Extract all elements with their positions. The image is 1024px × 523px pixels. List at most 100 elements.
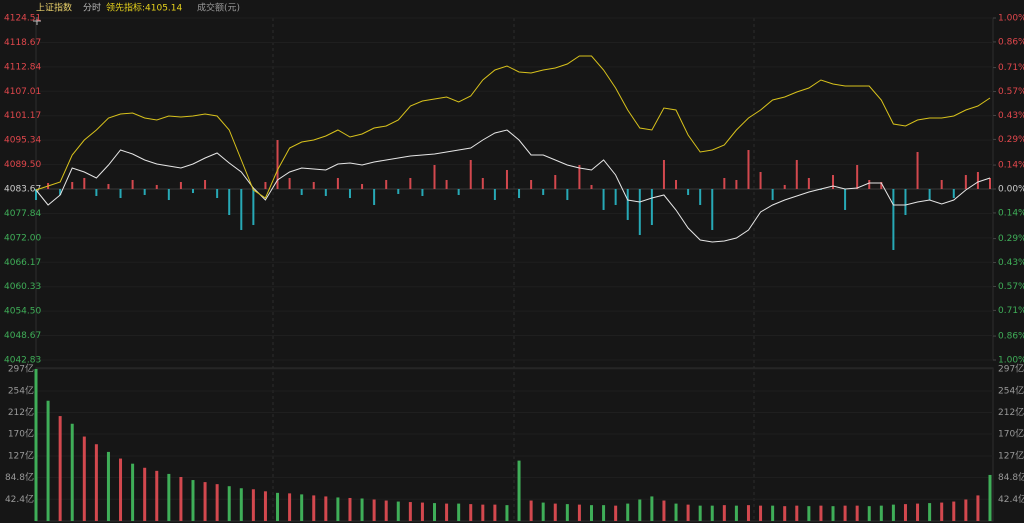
volume-bar [70, 423, 74, 521]
volume-bar [686, 504, 690, 521]
diff-bar [385, 179, 388, 189]
y2-tick-label: 1.00% [998, 14, 1024, 24]
y2-tick-label: 42.4亿 [998, 493, 1024, 505]
volume-bar [324, 496, 328, 521]
volume-bar [155, 470, 159, 521]
volume-bar [589, 505, 593, 521]
y-tick-label: 4060.33 [4, 282, 41, 292]
diff-bar [687, 189, 690, 195]
volume-bar [759, 505, 763, 521]
diff-bar [940, 179, 943, 189]
volume-bar [94, 444, 98, 521]
y2-tick-label: 0.86% [998, 37, 1024, 47]
y-tick-label: 4077.84 [4, 209, 41, 219]
diff-bar [312, 182, 315, 189]
volume-bar [710, 505, 714, 521]
diff-bar [276, 140, 279, 189]
volume-bar [505, 505, 509, 521]
diff-bar [421, 189, 424, 196]
volume-bar [964, 499, 968, 521]
volume-title: 成交额(元) [197, 2, 240, 14]
y2-tick-label: 0.29% [998, 135, 1024, 145]
diff-bar [711, 189, 714, 230]
indicator-label: 领先指标:4105.14 [106, 2, 183, 14]
diff-bar [288, 177, 291, 189]
volume-bar [360, 498, 364, 521]
volume-bar [891, 504, 895, 521]
volume-bar [396, 501, 400, 521]
volume-bar [408, 502, 412, 521]
volume-bar [46, 400, 50, 521]
diff-bar [638, 189, 641, 236]
y2-tick-label: 0.00% [998, 185, 1024, 195]
volume-bar [674, 503, 678, 521]
diff-bar [844, 189, 847, 210]
volume-bar [312, 495, 316, 521]
index-title: 上证指数 [36, 2, 72, 14]
y2-tick-label: 0.43% [998, 111, 1024, 121]
diff-bar [602, 189, 605, 210]
volume-bar [167, 473, 171, 521]
diff-bar [747, 150, 750, 189]
diff-bar [59, 189, 62, 195]
volume-bar [626, 503, 630, 521]
y-tick-label: 4066.17 [4, 258, 41, 268]
y2-tick-label: 0.14% [998, 161, 1024, 171]
volume-bar [215, 484, 219, 521]
diff-bar [457, 189, 460, 195]
diff-bar [723, 177, 726, 189]
diff-bar [626, 189, 629, 220]
y-tick-label: 127亿 [8, 450, 34, 462]
diff-bar [566, 189, 569, 201]
volume-bar [565, 504, 569, 521]
volume-bar [976, 495, 980, 521]
y2-tick-label: 0.71% [998, 306, 1024, 316]
diff-bar [554, 175, 557, 189]
y2-tick-label: 0.86% [998, 332, 1024, 342]
volume-bar [577, 504, 581, 521]
volume-bar [263, 491, 267, 521]
y2-tick-label: 0.43% [998, 258, 1024, 268]
y2-tick-label: 1.00% [998, 356, 1024, 366]
volume-bar [614, 505, 618, 521]
diff-bar [856, 165, 859, 189]
volume-bar [952, 501, 956, 521]
volume-bar [807, 506, 811, 521]
volume-bar [445, 503, 449, 521]
y2-tick-label: 127亿 [998, 450, 1024, 462]
y2-tick-label: 0.29% [998, 234, 1024, 244]
volume-bar [541, 502, 545, 521]
volume-bar [58, 416, 62, 521]
volume-bar [288, 493, 292, 521]
volume-bar [251, 489, 255, 521]
diff-bar [614, 189, 617, 205]
volume-bar [191, 480, 195, 521]
diff-bar [35, 189, 37, 201]
y-tick-label: 297亿 [8, 363, 34, 375]
diff-bar [119, 189, 122, 199]
y-tick-label: 170亿 [8, 427, 34, 439]
volume-bar [940, 502, 944, 521]
diff-bar [373, 189, 376, 205]
volume-bar [855, 505, 859, 521]
diff-bar [759, 172, 762, 189]
diff-bar [191, 189, 194, 194]
volume-bar [638, 499, 642, 521]
volume-bar [481, 504, 485, 521]
diff-bar [409, 177, 412, 189]
diff-bar [518, 189, 521, 199]
y-tick-label: 4048.67 [4, 331, 41, 341]
diff-bar [204, 179, 207, 189]
diff-bar [264, 182, 267, 189]
volume-bar [903, 504, 907, 521]
volume-bar [783, 506, 787, 521]
y2-tick-label: 84.8亿 [998, 471, 1024, 483]
volume-bar [179, 476, 183, 521]
volume-bar [746, 505, 750, 521]
volume-bar [698, 505, 702, 521]
y-tick-label: 4101.17 [4, 111, 41, 121]
volume-bar [916, 503, 920, 521]
y-tick-label: 42.4亿 [5, 493, 34, 505]
volume-bar [131, 463, 135, 521]
